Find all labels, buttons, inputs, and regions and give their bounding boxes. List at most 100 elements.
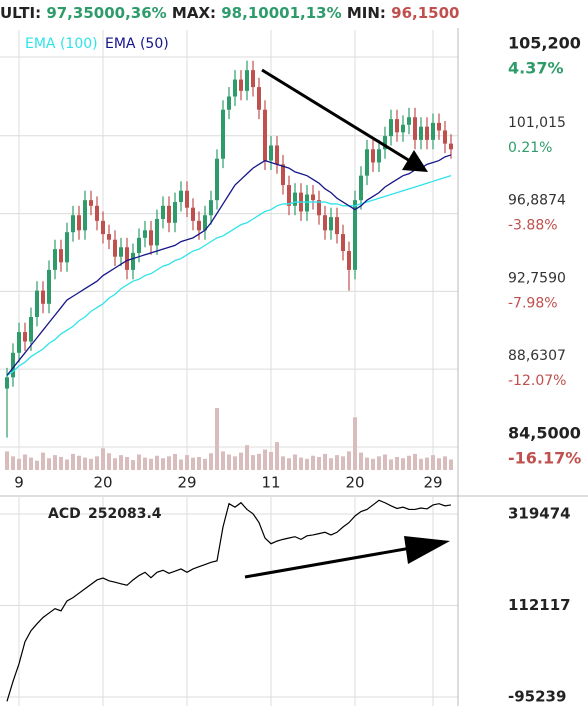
candle-body <box>125 247 129 270</box>
volume-bar <box>227 454 231 470</box>
arrow <box>261 68 428 172</box>
candle-body <box>419 126 423 140</box>
candle-body <box>41 290 45 304</box>
volume-bar <box>341 456 345 470</box>
candle-body <box>401 124 405 133</box>
volume-bar <box>203 458 207 470</box>
candle-body <box>167 205 171 223</box>
volume-bar <box>329 458 333 470</box>
volume-bar <box>119 455 123 470</box>
candle-body <box>47 269 51 304</box>
min-value: 96,1500 <box>391 4 459 22</box>
last-label: ULTI: <box>0 4 41 22</box>
volume-bar <box>275 442 279 470</box>
max-value: 98,10001,13% <box>221 4 341 22</box>
volume-bar <box>23 454 27 470</box>
volume-bar <box>431 455 435 470</box>
candle-body <box>59 249 63 263</box>
y-tick-label: 92,7590 <box>508 270 566 286</box>
candle-body <box>149 230 153 246</box>
candle-body <box>5 377 9 389</box>
y-tick-label: 88,6307 <box>508 348 566 364</box>
volume-bar <box>263 449 267 470</box>
volume-bar <box>281 456 285 470</box>
y-tick-label: 105,200 <box>508 33 581 52</box>
indicator-title: ACD <box>48 506 81 522</box>
volume-bar <box>101 448 105 470</box>
volume-bar <box>65 459 69 470</box>
candle-body <box>269 145 273 161</box>
y2-tick-label: -7.98% <box>508 295 558 311</box>
candle-body <box>305 194 309 212</box>
candle-body <box>425 126 429 140</box>
candle-body <box>209 200 213 216</box>
legend-entry: EMA (50) <box>105 36 169 52</box>
volume-bar <box>287 458 291 470</box>
volume-bar <box>161 458 165 470</box>
candle-body <box>71 215 75 233</box>
candle-body <box>341 234 345 252</box>
volume-bar <box>167 456 171 470</box>
candle-body <box>365 149 369 176</box>
volume-bar <box>413 453 417 470</box>
x-tick-label: 11 <box>261 474 280 492</box>
volume-bar <box>269 452 273 470</box>
volume-bar <box>107 453 111 470</box>
candle-body <box>437 122 441 131</box>
candle-body <box>371 149 375 163</box>
candle-body <box>203 215 207 231</box>
x-tick-label: 29 <box>177 474 196 492</box>
volume-bar <box>257 453 261 470</box>
volume-bar <box>239 452 243 470</box>
y2-tick-label: 0.21% <box>508 140 552 156</box>
last-value: 97,35000,36% <box>46 4 166 22</box>
y-tick-label: 84,5000 <box>508 424 581 443</box>
volume-bar <box>185 455 189 470</box>
acd-line <box>6 499 452 702</box>
volume-bar <box>113 458 117 470</box>
y-tick-label: -95239 <box>508 687 566 705</box>
x-tick-label: 29 <box>423 474 442 492</box>
candle-body <box>275 145 279 165</box>
candle-body <box>287 185 291 206</box>
volume-bar <box>137 454 141 470</box>
max-label: MAX: <box>172 4 216 22</box>
volume-bar <box>449 459 453 470</box>
candle-body <box>335 217 339 235</box>
volume-bar <box>233 456 237 470</box>
volume-bar <box>89 458 93 470</box>
volume-bar <box>389 459 393 470</box>
volume-bar <box>395 456 399 470</box>
volume-bar <box>29 457 33 470</box>
y2-tick-label: 4.37% <box>508 58 564 77</box>
candle-body <box>191 207 195 221</box>
ema-line <box>6 154 452 376</box>
volume-bar <box>419 458 423 470</box>
candle-body <box>179 190 183 203</box>
y-tick-label: 96,8874 <box>508 193 566 209</box>
candle-body <box>83 200 87 231</box>
y2-tick-label: -12.07% <box>508 373 566 389</box>
volume-bar <box>35 460 39 470</box>
candle-body <box>407 117 411 125</box>
volume-bar <box>41 452 45 470</box>
indicator-value: 252083.4 <box>88 506 162 522</box>
candle-body <box>17 332 21 353</box>
candle-body <box>431 122 435 140</box>
candle-body <box>215 158 219 201</box>
candle-body <box>389 119 393 137</box>
candle-body <box>77 215 81 231</box>
candle-body <box>221 109 225 159</box>
candle-body <box>413 117 417 140</box>
candle-body <box>377 149 381 163</box>
candle-body <box>347 251 351 270</box>
y-tick-label: 112117 <box>508 596 571 614</box>
volume-bar <box>335 455 339 470</box>
candle-body <box>311 194 315 201</box>
candle-body <box>131 252 135 270</box>
candle-body <box>263 109 267 161</box>
volume-bar <box>155 455 159 470</box>
candle-body <box>251 70 255 88</box>
candle-body <box>443 130 447 144</box>
